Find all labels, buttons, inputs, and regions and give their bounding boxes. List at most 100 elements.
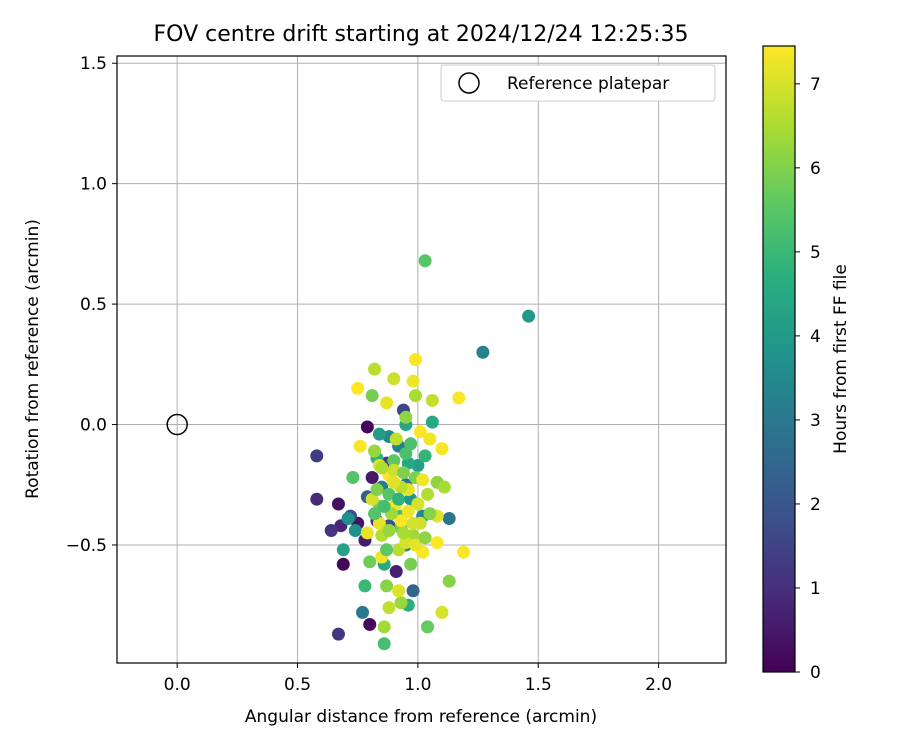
data-point	[353, 439, 367, 453]
data-point	[387, 475, 401, 489]
x-axis: 0.0 0.5 1.0 1.5 2.0	[164, 663, 672, 695]
colorbar-tick-label: 6	[810, 159, 821, 179]
colorbar-tick-label: 4	[810, 327, 821, 347]
x-tick-label: 1.0	[404, 675, 431, 695]
data-point	[396, 466, 410, 480]
data-point	[360, 526, 374, 540]
data-point	[476, 345, 490, 359]
data-point	[408, 538, 422, 552]
colorbar-tick-label: 7	[810, 75, 821, 95]
data-point	[365, 492, 379, 506]
data-point	[382, 601, 396, 615]
data-point	[392, 584, 406, 598]
data-point	[368, 507, 382, 521]
y-axis: −0.5 0.0 0.5 1.0 1.5	[66, 54, 117, 556]
data-point	[522, 309, 536, 323]
data-point	[408, 353, 422, 366]
colorbar-tick-label: 5	[810, 243, 821, 263]
data-point	[365, 389, 379, 403]
data-point	[382, 524, 396, 538]
colorbar-tick-label: 2	[810, 495, 821, 515]
y-tick-label: 1.5	[80, 54, 107, 74]
data-point	[404, 557, 418, 571]
plot-frame	[116, 55, 727, 664]
data-point	[380, 396, 394, 410]
x-tick-label: 1.5	[525, 675, 552, 695]
data-point	[442, 511, 456, 525]
legend: Reference platepar	[440, 64, 716, 102]
colorbar-tick-label: 1	[810, 579, 821, 599]
colorbar-ticks: 0 1 2 3 4 5 6 7	[795, 75, 821, 683]
data-point	[387, 372, 401, 386]
data-point	[377, 620, 391, 634]
data-point	[435, 605, 449, 619]
data-point	[430, 536, 444, 550]
data-point	[368, 444, 382, 458]
data-point	[425, 393, 439, 407]
data-point	[336, 557, 350, 571]
data-point	[389, 564, 403, 578]
data-point	[377, 637, 391, 651]
data-point	[331, 497, 345, 511]
data-point	[418, 531, 432, 545]
data-point	[435, 442, 449, 456]
data-point	[387, 454, 401, 468]
data-point	[372, 516, 386, 530]
data-point	[406, 516, 420, 530]
data-point	[380, 579, 394, 593]
colorbar-tick-label: 3	[810, 411, 821, 431]
data-point	[356, 605, 370, 619]
chart-title: FOV centre drift starting at 2024/12/24 …	[154, 22, 689, 47]
reference-marker	[166, 413, 188, 436]
data-point	[399, 446, 413, 460]
data-point	[394, 514, 408, 528]
colorbar-tick-label: 0	[810, 663, 821, 683]
data-point	[348, 524, 362, 538]
data-point	[389, 432, 403, 446]
data-point	[406, 374, 420, 388]
data-point	[404, 437, 418, 451]
data-point	[382, 487, 396, 501]
data-point	[310, 449, 324, 463]
data-point	[392, 492, 406, 506]
data-point	[406, 584, 420, 598]
data-point	[370, 483, 384, 497]
data-points	[310, 254, 536, 651]
data-point	[442, 574, 456, 588]
x-axis-label: Angular distance from reference (arcmin)	[245, 707, 597, 727]
data-point	[331, 627, 345, 641]
y-axis-label: Rotation from reference (arcmin)	[23, 219, 43, 499]
colorbar: 0 1 2 3 4 5 6 7 Hours from first FF file	[762, 45, 851, 683]
legend-label: Reference platepar	[507, 74, 669, 94]
data-point	[363, 617, 377, 631]
data-point	[421, 487, 435, 501]
data-point	[372, 427, 386, 441]
data-point	[363, 555, 377, 569]
data-point	[380, 543, 394, 557]
data-point	[368, 362, 382, 376]
data-point	[401, 504, 415, 518]
legend-box	[440, 64, 716, 102]
data-point	[452, 391, 466, 405]
data-point	[365, 471, 379, 485]
reference-point	[166, 413, 188, 436]
data-point	[336, 543, 350, 557]
data-point	[310, 492, 324, 506]
data-point	[408, 389, 422, 403]
colorbar-gradient	[762, 45, 796, 673]
data-point	[324, 524, 338, 538]
data-point	[418, 254, 432, 268]
x-tick-label: 0.5	[284, 675, 311, 695]
data-point	[396, 526, 410, 540]
legend-open-circle-icon	[458, 72, 480, 94]
colorbar-label: Hours from first FF file	[831, 264, 851, 454]
data-point	[423, 432, 437, 446]
data-point	[421, 620, 435, 634]
y-tick-label: 0.5	[80, 295, 107, 315]
data-point	[418, 449, 432, 463]
data-point	[411, 497, 425, 511]
data-point	[358, 579, 372, 593]
data-point	[437, 480, 451, 494]
